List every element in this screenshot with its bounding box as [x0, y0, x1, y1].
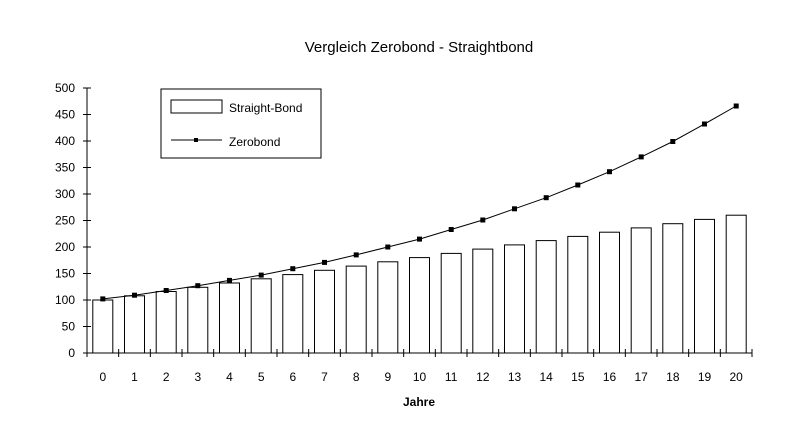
bar-straight-bond-4 — [219, 282, 240, 354]
y-tick-label-450: 450 — [55, 108, 75, 122]
point-zerobond-14 — [543, 195, 549, 201]
point-zerobond-1 — [132, 292, 137, 298]
y-tick-label-200: 200 — [55, 240, 75, 254]
x-tick-label-5: 5 — [258, 370, 265, 384]
x-tick-label-10: 10 — [413, 370, 427, 384]
bar-straight-bond-20 — [725, 214, 747, 354]
legend-swatch-zerobond-marker — [194, 138, 198, 142]
legend-label-zerobond: Zerobond — [229, 135, 280, 149]
line-series-zerobond — [100, 103, 739, 302]
bar-straight-bond-10 — [409, 257, 430, 354]
x-tick-label-13: 13 — [508, 370, 522, 384]
point-zerobond-5 — [258, 272, 264, 278]
bar-straight-bond-1 — [124, 295, 145, 354]
x-tick-label-14: 14 — [539, 370, 553, 384]
bar-straight-bond-8 — [345, 265, 367, 354]
x-tick-label-16: 16 — [603, 370, 617, 384]
x-tick-label-17: 17 — [634, 370, 648, 384]
x-axis-label: Jahre — [403, 395, 435, 409]
x-tick-label-0: 0 — [99, 370, 106, 384]
point-zerobond-10 — [417, 236, 422, 242]
x-tick-label-4: 4 — [226, 370, 233, 384]
x-tick-label-6: 6 — [289, 370, 296, 384]
bar-straight-bond-9 — [377, 261, 399, 354]
bar-straight-bond-19 — [694, 218, 715, 354]
point-zerobond-8 — [353, 252, 359, 258]
y-tick-label-100: 100 — [55, 293, 75, 307]
y-tick-label-50: 50 — [62, 320, 76, 334]
x-tick-label-9: 9 — [384, 370, 391, 384]
bar-straight-bond-3 — [187, 286, 209, 354]
y-tick-label-350: 350 — [55, 161, 75, 175]
x-tick-label-19: 19 — [698, 370, 712, 384]
bar-straight-bond-11 — [440, 252, 462, 354]
x-tick-label-11: 11 — [445, 370, 458, 384]
bar-straight-bond-5 — [250, 278, 272, 354]
point-zerobond-6 — [290, 266, 296, 272]
x-tick-label-3: 3 — [194, 370, 201, 384]
y-tick-label-0: 0 — [68, 346, 75, 360]
point-zerobond-13 — [512, 206, 517, 212]
point-zerobond-9 — [385, 244, 391, 250]
legend-swatch-straight-bond — [170, 99, 223, 114]
x-tick-label-2: 2 — [163, 370, 170, 384]
point-zerobond-12 — [480, 217, 486, 223]
point-zerobond-2 — [163, 288, 169, 293]
bar-straight-bond-17 — [630, 227, 652, 354]
x-tick-label-1: 1 — [131, 370, 138, 384]
y-tick-label-300: 300 — [55, 187, 75, 201]
point-zerobond-3 — [195, 283, 201, 289]
y-tick-label-250: 250 — [55, 214, 75, 228]
point-zerobond-20 — [733, 103, 739, 109]
y-tick-label-400: 400 — [55, 134, 75, 148]
point-zerobond-7 — [322, 259, 327, 265]
legend-label-straight-bond: Straight-Bond — [229, 101, 302, 115]
point-zerobond-16 — [607, 169, 612, 175]
y-tick-label-150: 150 — [55, 267, 75, 281]
bar-straight-bond-14 — [535, 240, 557, 354]
bar-straight-bond-18 — [662, 223, 684, 354]
point-zerobond-0 — [100, 296, 106, 302]
bar-series-straight-bond — [92, 214, 747, 354]
point-zerobond-4 — [227, 277, 232, 283]
point-zerobond-15 — [575, 182, 581, 188]
legend: Straight-Bond Zerobond — [160, 88, 322, 159]
x-tick-label-15: 15 — [571, 370, 585, 384]
point-zerobond-17 — [638, 154, 644, 160]
chart-title: Vergleich Zerobond - Straightbond — [305, 39, 533, 56]
x-tick-label-12: 12 — [476, 370, 490, 384]
bar-straight-bond-7 — [314, 269, 335, 354]
bar-straight-bond-2 — [155, 291, 177, 354]
bar-straight-bond-6 — [282, 274, 304, 354]
x-tick-label-7: 7 — [321, 370, 328, 384]
bar-straight-bond-15 — [567, 235, 589, 354]
bar-straight-bond-0 — [92, 299, 114, 354]
bar-straight-bond-16 — [599, 231, 620, 354]
point-zerobond-18 — [670, 139, 676, 144]
y-tick-label-500: 500 — [55, 81, 75, 95]
x-tick-label-8: 8 — [353, 370, 360, 384]
x-tick-label-20: 20 — [729, 370, 743, 384]
bar-straight-bond-12 — [472, 248, 494, 354]
point-zerobond-19 — [702, 121, 707, 127]
bar-straight-bond-13 — [504, 244, 525, 354]
x-tick-label-18: 18 — [666, 370, 680, 384]
point-zerobond-11 — [448, 227, 454, 232]
